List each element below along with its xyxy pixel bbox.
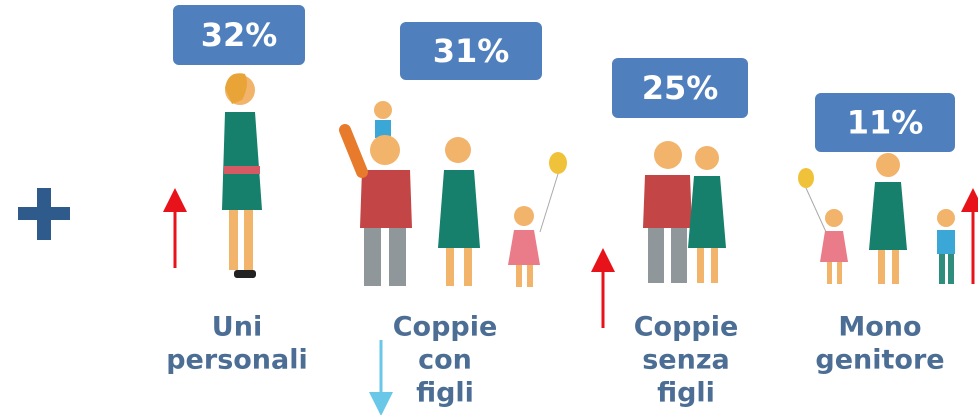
percent-box	[815, 93, 955, 152]
percent-box	[400, 22, 542, 80]
category-label: Coppie	[634, 312, 739, 343]
percent-text: 32%	[201, 16, 278, 54]
percent-box	[612, 58, 748, 118]
percent-text: 31%	[433, 32, 510, 70]
category-label: Uni	[212, 312, 262, 343]
percent-text: 11%	[847, 104, 924, 142]
figure-couple	[643, 141, 726, 283]
category-label: figli	[416, 378, 474, 409]
category-label: genitore	[815, 345, 944, 376]
figure-single-woman	[222, 73, 262, 278]
figure-family	[339, 101, 567, 287]
plus-icon	[18, 188, 70, 240]
category-label: con	[418, 345, 472, 376]
figure-single-parent	[798, 153, 955, 284]
category-label: personali	[166, 345, 308, 376]
percent-box	[173, 5, 305, 65]
percent-text: 25%	[642, 69, 719, 107]
category-label: Mono	[838, 312, 921, 343]
category-label: figli	[657, 378, 715, 409]
category-label: senza	[642, 345, 730, 376]
category-label: Coppie	[393, 312, 498, 343]
